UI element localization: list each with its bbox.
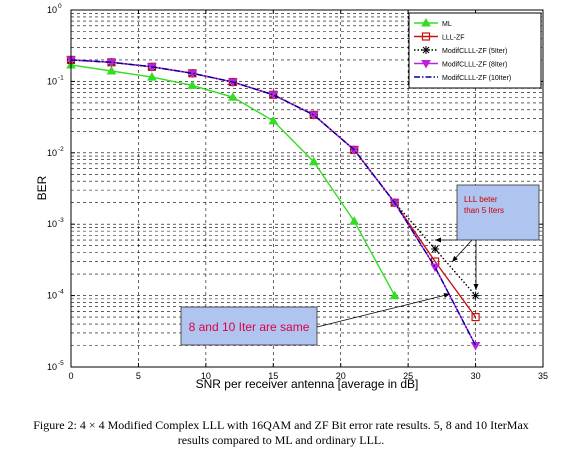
- y-axis-label: BER: [35, 175, 49, 200]
- data-point: [470, 342, 481, 351]
- data-point: [268, 115, 279, 125]
- y-tick-label-exponent: -5: [58, 360, 64, 367]
- annotation-lll-better: LLL beter than 5 Iters: [435, 184, 540, 290]
- legend-label: ModifCLLL-ZF (8Iter): [442, 62, 507, 69]
- y-tick-label-exponent: -2: [58, 146, 64, 153]
- annotation-box-1-line-1: LLL beter: [464, 195, 498, 204]
- data-point: [147, 72, 157, 81]
- x-axis-label: SNR per receiver antenna [average in dB]: [196, 377, 419, 391]
- x-tick-label: 5: [136, 371, 141, 381]
- series: [66, 59, 400, 300]
- annotation-box-2: [180, 306, 318, 346]
- data-point: [422, 46, 430, 54]
- legend-entry: ModifCLLL-ZF (8Iter): [414, 60, 507, 69]
- x-tick-label: 20: [336, 371, 346, 381]
- x-tick-label: 15: [268, 371, 278, 381]
- data-point: [389, 290, 400, 300]
- data-point: [471, 291, 480, 300]
- x-tick-label: 25: [403, 371, 413, 381]
- y-tick-label: 10: [47, 291, 57, 301]
- legend-box: [408, 12, 542, 89]
- y-tick-label: 10: [47, 76, 57, 86]
- y-tick-label-exponent: 0: [58, 3, 62, 10]
- series: [70, 59, 477, 346]
- annotation-arrow-2: [316, 293, 451, 328]
- caption-line-2: results compared to ML and ordinary LLL.: [177, 433, 385, 447]
- legend-label: LLL-ZF: [442, 35, 465, 42]
- figure-caption: Figure 2: 4 × 4 Modified Complex LLL wit…: [6, 418, 556, 448]
- y-tick-label: 10: [47, 148, 57, 158]
- y-tick-label: 10: [47, 219, 57, 229]
- caption-line-1: Figure 2: 4 × 4 Modified Complex LLL wit…: [33, 418, 529, 432]
- arrowhead: [473, 284, 479, 290]
- arrowhead: [452, 255, 458, 262]
- y-tick-label: 10: [47, 362, 57, 372]
- data-point: [421, 60, 431, 69]
- data-point: [349, 216, 360, 225]
- data-point: [308, 156, 319, 166]
- data-point: [421, 32, 431, 41]
- series-layer: [66, 55, 481, 351]
- arrowhead: [443, 293, 450, 298]
- data-point: [227, 92, 238, 101]
- grid: [71, 10, 543, 367]
- legend-entry: ModifCLLL-ZF (10Iter): [414, 75, 511, 82]
- x-tick-label: 35: [538, 371, 548, 381]
- x-tick-label: 30: [471, 371, 481, 381]
- y-tick-label-exponent: -3: [58, 217, 64, 224]
- x-tick-label: 0: [68, 371, 73, 381]
- data-point: [471, 312, 480, 322]
- data-point: [431, 244, 440, 253]
- legend-entry: ModifCLLL-ZF (5Iter): [414, 46, 507, 55]
- legend-label: ML: [442, 21, 452, 28]
- legend-entry: ML: [414, 17, 452, 28]
- annotation-box-1-line-2: than 5 Iters: [464, 206, 504, 215]
- data-point: [187, 80, 198, 89]
- data-point: [421, 17, 431, 27]
- legend-label: ModifCLLL-ZF (5Iter): [442, 48, 507, 55]
- annotation-box-1: [456, 184, 540, 241]
- legend: ML LLL-ZF ModifCLLL-ZF (5Iter) ModifCLLL-ZF…: [408, 12, 542, 89]
- annotation-arrowheads: [435, 237, 479, 298]
- y-tick-label-exponent: -1: [58, 74, 64, 81]
- legend-label: ModifCLLL-ZF (10Iter): [442, 75, 511, 82]
- y-tick-label-exponent: -4: [58, 289, 64, 296]
- legend-entry: LLL-ZF: [414, 32, 465, 42]
- arrowhead: [435, 237, 441, 243]
- x-tick-label: 10: [201, 371, 211, 381]
- series-line: [70, 59, 477, 346]
- y-tick-label: 10: [47, 5, 57, 15]
- annotation-same: 8 and 10 Iter are same: [180, 293, 451, 346]
- data-point: [308, 111, 319, 120]
- plot-frame: [70, 9, 544, 368]
- annotation-box-2-text: 8 and 10 Iter are same: [189, 320, 310, 334]
- data-point: [106, 65, 117, 75]
- data-point: [430, 263, 440, 273]
